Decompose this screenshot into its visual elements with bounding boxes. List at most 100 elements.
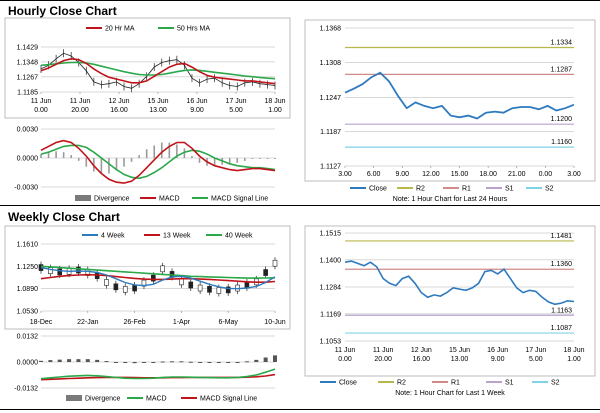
legend-hourly-pivot-close-label: Close bbox=[369, 186, 387, 193]
hourly-price-y-tick-label: 1.1348 bbox=[17, 59, 39, 66]
top-rule bbox=[0, 0, 600, 1]
weekly-macd-y-tick-label: 0.0132 bbox=[17, 334, 39, 341]
legend-13-week-label: 13 Week bbox=[163, 233, 191, 240]
hourly-pivot-x-tick-label: 3.00 bbox=[567, 171, 581, 178]
weekly-candle-body bbox=[122, 285, 128, 293]
weekly-pivot-x-tick-label: 11 Jun bbox=[335, 347, 356, 354]
legend-40-week-label: 40 Week bbox=[225, 233, 253, 240]
weekly-divergence-bar bbox=[170, 361, 175, 363]
legend-weekly-macd-label: MACD bbox=[146, 396, 167, 403]
legend-4-week-label: 4 Week bbox=[101, 233, 125, 240]
weekly-pivot-level-label: 1.1163 bbox=[551, 307, 572, 314]
weekly-divergence-bar bbox=[67, 359, 72, 362]
legend-hourly-pivot-r1-label: R1 bbox=[462, 186, 471, 193]
weekly-pivot-level-label: 1.1360 bbox=[551, 261, 573, 268]
weekly-divergence-bar bbox=[226, 362, 231, 363]
weekly-divergence-bar bbox=[76, 359, 81, 362]
weekly-divergence-bar bbox=[254, 359, 259, 362]
weekly-pivot-level-label: 1.1481 bbox=[551, 233, 573, 240]
hourly-price-x-tick-label: 0.00 bbox=[34, 107, 48, 114]
weekly-pivot-x-tick-label: 9.00 bbox=[491, 356, 505, 363]
weekly-price-x-tick-label: 18-Dec bbox=[30, 319, 53, 326]
hourly-pivot-y-tick-label: 1.1247 bbox=[320, 95, 342, 102]
legend-hourly-macd-label: MACD bbox=[159, 196, 180, 203]
weekly-candle-body bbox=[272, 259, 278, 267]
hourly-price-x-tick-label: 9.00 bbox=[190, 107, 204, 114]
hourly-pivot-y-tick-label: 1.1368 bbox=[320, 26, 342, 33]
weekly-candle-body bbox=[216, 287, 222, 294]
weekly-candle-body bbox=[188, 281, 194, 289]
hourly-pivot-level-label: 1.1200 bbox=[551, 116, 573, 123]
weekly-pivot-x-tick-label: 16.00 bbox=[413, 356, 431, 363]
weekly-price-y-tick-label: 1.1610 bbox=[17, 242, 39, 249]
hourly-pivot-x-tick-label: 6.00 bbox=[367, 171, 381, 178]
hourly-price-x-tick-label: 15 Jun bbox=[147, 98, 168, 105]
hourly-price-x-tick-label: 18 Jun bbox=[264, 98, 285, 105]
hourly-20hr-ma-line bbox=[40, 57, 276, 85]
weekly-pivot-close-line bbox=[344, 260, 575, 306]
weekly-pivot-y-tick-label: 1.1053 bbox=[320, 339, 342, 346]
hourly-pivot-level-label: 1.1160 bbox=[551, 139, 572, 146]
weekly-candle-body bbox=[57, 268, 63, 276]
hourly-price-x-tick-label: 13.00 bbox=[149, 107, 167, 114]
weekly-pivot-x-tick-label: 16 Jun bbox=[487, 347, 508, 354]
weekly-section-title: Weekly Close Chart bbox=[8, 210, 120, 224]
weekly-divergence-bar bbox=[113, 362, 118, 363]
weekly-13-week-line bbox=[40, 273, 276, 284]
hourly-pivot-x-tick-label: 12.00 bbox=[422, 171, 440, 178]
legend-weekly-divergence-swatch bbox=[66, 395, 82, 401]
weekly-pivot-x-tick-label: 12 Jun bbox=[411, 347, 432, 354]
weekly-divergence-bar bbox=[160, 361, 165, 363]
weekly-divergence-bar bbox=[263, 357, 268, 362]
hourly-price-x-tick-label: 11 Jun bbox=[70, 98, 91, 105]
bottom-rule bbox=[0, 409, 600, 410]
hourly-pivot-y-tick-label: 1.1127 bbox=[320, 164, 341, 171]
legend-weekly-macd-signal-label: MACD Signal Line bbox=[200, 396, 257, 403]
weekly-pivot-x-tick-label: 0.00 bbox=[338, 356, 352, 363]
hourly-price-x-tick-label: 20.00 bbox=[71, 107, 89, 114]
weekly-candle-body bbox=[151, 274, 156, 282]
weekly-price-x-tick-label: 1-Apr bbox=[173, 319, 191, 326]
hourly-price-x-tick-label: 11 Jun bbox=[31, 98, 52, 105]
hourly-price-x-tick-label: 5.00 bbox=[229, 107, 243, 114]
weekly-divergence-bar bbox=[123, 362, 128, 363]
hourly-price-x-tick-label: 12 Jun bbox=[108, 98, 129, 105]
hourly-pivot-y-tick-label: 1.1308 bbox=[320, 60, 342, 67]
weekly-divergence-bar bbox=[132, 362, 137, 364]
weekly-candle-body bbox=[225, 286, 231, 294]
hourly-price-y-tick-label: 1.1429 bbox=[17, 45, 39, 52]
weekly-pivot-x-tick-label: 5.00 bbox=[529, 356, 543, 363]
weekly-price-y-tick-label: 1.0890 bbox=[17, 286, 39, 293]
hourly-pivot-y-tick-label: 1.1187 bbox=[320, 129, 341, 136]
hourly-macd-y-tick-label: 0.0030 bbox=[17, 127, 39, 134]
weekly-divergence-bar bbox=[244, 361, 249, 363]
legend-weekly-pivot-r1-label: R1 bbox=[451, 380, 460, 387]
weekly-pivot-level-label: 1.1087 bbox=[551, 325, 573, 332]
hourly-price-frame bbox=[4, 17, 291, 119]
hourly-price-x-tick-label: 16 Jun bbox=[186, 98, 207, 105]
hourly-price-y-tick-label: 1.1185 bbox=[17, 90, 38, 97]
weekly-candle-body bbox=[113, 283, 119, 291]
weekly-divergence-bar bbox=[48, 360, 53, 362]
weekly-candle-body bbox=[197, 284, 203, 292]
weekly-pivot-x-tick-label: 1.00 bbox=[567, 356, 581, 363]
legend-hourly-macd-signal-label: MACD Signal Line bbox=[211, 196, 268, 203]
weekly-price-y-tick-label: 1.1250 bbox=[17, 264, 39, 271]
hourly-pivot-x-tick-label: 0.00 bbox=[539, 171, 553, 178]
weekly-divergence-bar bbox=[104, 361, 109, 363]
weekly-pivot-x-tick-label: 17 Jun bbox=[525, 347, 546, 354]
weekly-pivot-x-tick-label: 15 Jun bbox=[449, 347, 470, 354]
hourly-price-x-tick-label: 1.00 bbox=[268, 107, 282, 114]
hourly-pivot-level-label: 1.1287 bbox=[551, 66, 573, 73]
weekly-price-x-tick-label: 26-Feb bbox=[124, 319, 146, 326]
weekly-candle-body bbox=[132, 284, 137, 292]
weekly-price-y-tick-label: 1.0530 bbox=[17, 309, 39, 316]
hourly-price-x-tick-label: 17 Jun bbox=[225, 98, 246, 105]
legend-weekly-pivot-close-label: Close bbox=[339, 380, 357, 387]
weekly-divergence-bar bbox=[235, 362, 240, 363]
legend-weekly-pivot-s2-label: S2 bbox=[551, 380, 560, 387]
hourly-pivot-close-line bbox=[344, 71, 575, 120]
hourly-price-y-tick-label: 1.1267 bbox=[17, 74, 39, 81]
weekly-divergence-bar bbox=[57, 359, 62, 362]
hourly-macd-line bbox=[40, 139, 276, 184]
